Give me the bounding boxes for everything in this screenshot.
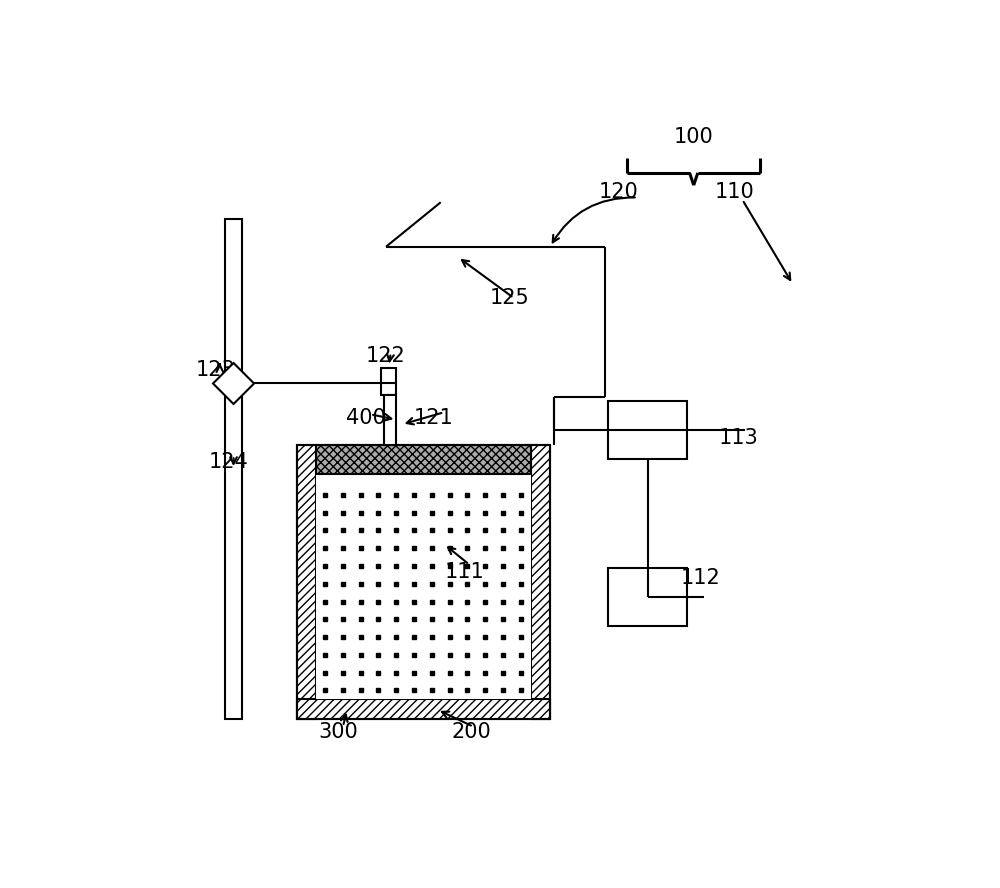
Text: 111: 111 xyxy=(445,561,485,582)
Text: 112: 112 xyxy=(681,568,720,589)
Bar xyxy=(316,445,531,700)
Bar xyxy=(608,568,687,626)
Bar xyxy=(608,400,687,459)
Bar xyxy=(316,445,531,473)
Bar xyxy=(384,395,396,445)
Bar xyxy=(316,473,531,700)
Text: 300: 300 xyxy=(318,722,358,742)
Bar xyxy=(381,368,396,395)
Text: 120: 120 xyxy=(599,182,638,202)
Text: 113: 113 xyxy=(718,428,758,448)
Bar xyxy=(225,219,242,718)
Bar xyxy=(297,700,550,718)
Text: 123: 123 xyxy=(195,360,235,380)
Text: 100: 100 xyxy=(674,127,714,147)
Text: 122: 122 xyxy=(366,346,406,366)
Polygon shape xyxy=(213,363,254,404)
Text: 125: 125 xyxy=(489,288,529,308)
Bar xyxy=(297,445,550,718)
Text: 200: 200 xyxy=(452,722,491,742)
Text: 124: 124 xyxy=(209,452,249,472)
Bar xyxy=(531,445,550,718)
Text: 110: 110 xyxy=(715,182,755,202)
Bar xyxy=(297,445,316,718)
Text: 400: 400 xyxy=(346,408,385,428)
Text: 121: 121 xyxy=(414,408,454,428)
